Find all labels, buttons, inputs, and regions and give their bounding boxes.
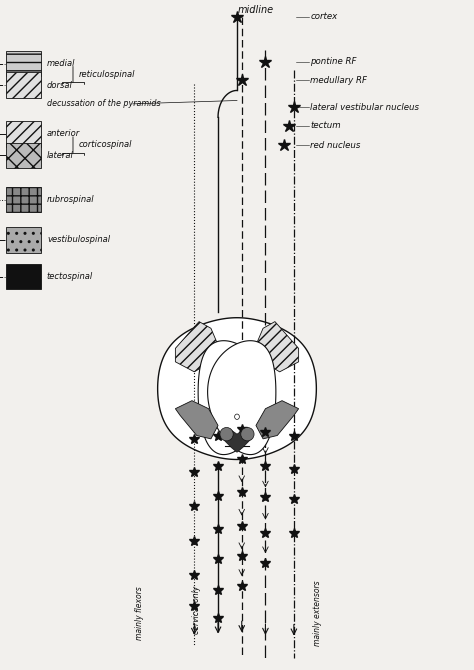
Text: rubrospinal: rubrospinal [47, 195, 94, 204]
Polygon shape [158, 318, 316, 460]
Text: lateral vestibular nucleus: lateral vestibular nucleus [310, 103, 419, 112]
Text: cortex: cortex [310, 12, 337, 21]
Text: red nucleus: red nucleus [310, 141, 361, 150]
Text: reticulospinal: reticulospinal [79, 70, 135, 79]
Text: medullary RF: medullary RF [310, 76, 367, 85]
Text: decussation of the pyramids: decussation of the pyramids [47, 99, 161, 109]
Bar [6, 143, 41, 168]
Text: cervical only: cervical only [192, 586, 201, 634]
Text: anterior: anterior [47, 129, 80, 139]
Polygon shape [256, 401, 299, 439]
Bar [6, 51, 41, 76]
Text: corticospinal: corticospinal [79, 140, 132, 149]
Text: tectospinal: tectospinal [47, 272, 93, 281]
Polygon shape [198, 341, 266, 454]
Polygon shape [223, 430, 251, 452]
Text: midline: midline [238, 5, 274, 15]
Ellipse shape [235, 414, 239, 419]
Text: vestibulospinal: vestibulospinal [47, 235, 110, 245]
Text: mainly flexors: mainly flexors [136, 586, 144, 640]
Text: dorsal: dorsal [47, 80, 73, 90]
Bar [6, 227, 41, 253]
Bar [6, 264, 41, 289]
Ellipse shape [220, 427, 233, 441]
Polygon shape [256, 322, 299, 372]
Text: lateral: lateral [47, 151, 74, 160]
Bar [6, 187, 41, 212]
Text: pontine RF: pontine RF [310, 57, 357, 66]
Bar [6, 72, 41, 98]
Bar [6, 121, 41, 147]
Text: medial: medial [47, 59, 75, 68]
Ellipse shape [241, 427, 254, 441]
Text: mainly extensors: mainly extensors [313, 580, 322, 646]
Text: tectum: tectum [310, 121, 341, 131]
Polygon shape [175, 401, 218, 439]
Polygon shape [208, 341, 276, 454]
Polygon shape [175, 322, 218, 372]
